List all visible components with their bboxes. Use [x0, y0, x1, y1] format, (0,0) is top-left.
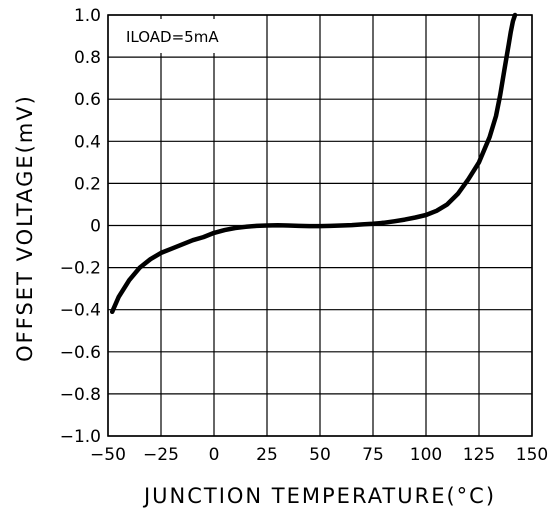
x-tick-labels: −50 −25 0 25 50 75 100 125 150: [90, 445, 548, 465]
series-group: [109, 12, 518, 315]
x-tick-label: 100: [410, 445, 442, 465]
annotation-group: ILOAD=5mA: [116, 19, 242, 53]
x-axis-title: JUNCTION TEMPERATURE(°C): [142, 484, 496, 508]
x-tick-label: −50: [90, 445, 126, 465]
x-tick-label: 50: [309, 445, 331, 465]
annotation-iload: ILOAD=5mA: [126, 28, 219, 46]
x-tick-label: 25: [256, 445, 278, 465]
x-tick-label: −25: [143, 445, 179, 465]
y-tick-label: −0.2: [60, 259, 101, 279]
y-tick-label: 0.4: [74, 132, 101, 152]
y-tick-label: −0.8: [60, 385, 101, 405]
y-tick-label: −0.4: [60, 301, 101, 321]
y-tick-label: 0.2: [74, 174, 101, 194]
x-tick-label: 75: [362, 445, 384, 465]
grid: [107, 14, 533, 437]
y-tick-label: 1.0: [74, 6, 101, 26]
x-tick-label: 125: [463, 445, 495, 465]
y-tick-label: −1.0: [60, 427, 101, 447]
x-tick-label: 0: [209, 445, 220, 465]
y-axis-title: OFFSET VOLTAGE(mV): [13, 94, 37, 362]
y-tick-label: 0.8: [74, 48, 101, 68]
y-tick-labels: 1.0 0.8 0.6 0.4 0.2 0 −0.2 −0.4 −0.6 −0.8 −1.0: [60, 6, 101, 447]
plot-frame: [107, 14, 533, 437]
y-tick-label: 0.6: [74, 90, 101, 110]
offset-voltage-curve: [109, 12, 518, 315]
annotation-bg: [116, 19, 242, 53]
y-tick-label: −0.6: [60, 343, 101, 363]
x-tick-label: 150: [516, 445, 548, 465]
y-tick-label: 0: [90, 217, 101, 237]
